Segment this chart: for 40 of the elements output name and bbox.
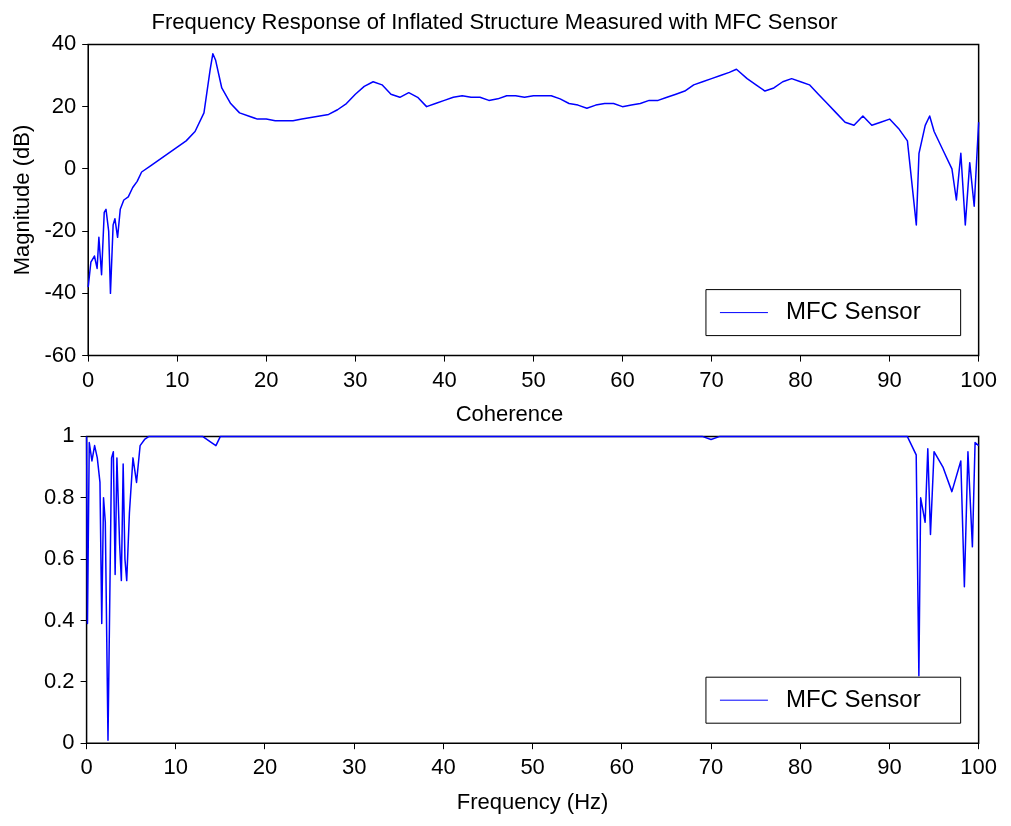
legend-label: MFC Sensor [785, 297, 921, 325]
x-tick-label: 20 [254, 366, 279, 392]
x-tick-label: 70 [698, 754, 724, 780]
y-tick-label: 40 [51, 30, 77, 56]
y-tick-label: 0.2 [43, 667, 75, 693]
x-tick-label: 40 [431, 754, 456, 780]
y-axis-title: Magnitude (dB) [9, 124, 35, 276]
y-tick-label: 20 [51, 92, 77, 118]
x-tick-label: 30 [341, 754, 367, 780]
x-tick-label: 80 [788, 366, 813, 392]
x-tick-label: 0 [82, 366, 95, 392]
y-tick-label: -60 [44, 341, 77, 367]
legend-label: MFC Sensor [785, 684, 921, 712]
x-tick-label: 20 [252, 754, 278, 780]
y-tick-label: 1 [62, 422, 75, 448]
y-tick-label: 0.8 [43, 483, 75, 509]
x-tick-label: 50 [521, 366, 546, 392]
y-tick-label: 0.6 [43, 545, 75, 571]
y-tick-label: 0 [63, 154, 77, 180]
x-tick-label: 90 [877, 366, 902, 392]
x-axis-title: Frequency (Hz) [456, 788, 609, 814]
y-tick-label: 0.4 [43, 606, 75, 632]
x-tick-label: 100 [960, 754, 998, 780]
x-tick-label: 0 [80, 754, 93, 780]
x-tick-label: 30 [343, 366, 368, 392]
x-tick-label: 50 [520, 754, 545, 780]
chart-title: Coherence [455, 401, 564, 427]
chart-title: Frequency Response of Inflated Structure Measured with MFC Sensor [151, 9, 838, 35]
x-tick-label: 40 [432, 366, 457, 392]
y-tick-label: -20 [44, 217, 77, 243]
y-tick-label: 0 [62, 729, 75, 755]
x-tick-label: 70 [699, 366, 724, 392]
x-tick-label: 100 [960, 366, 998, 392]
x-tick-label: 10 [165, 366, 190, 392]
x-tick-label: 90 [877, 754, 902, 780]
x-tick-label: 10 [163, 754, 189, 780]
x-tick-label: 60 [610, 366, 635, 392]
y-tick-label: -40 [44, 279, 77, 305]
x-tick-label: 80 [787, 754, 813, 780]
x-tick-label: 60 [609, 754, 635, 780]
